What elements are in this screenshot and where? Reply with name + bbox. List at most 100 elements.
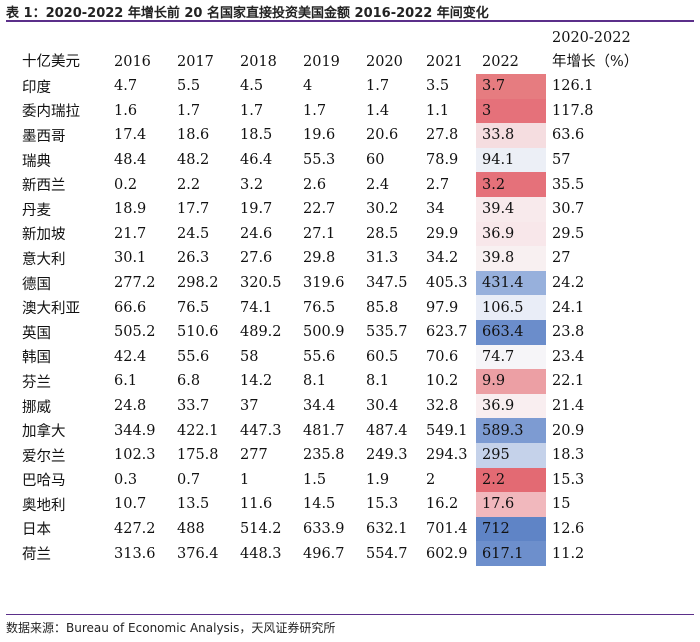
value-cell: 60.5 [366, 348, 399, 365]
value-cell: 55.6 [177, 348, 210, 365]
country-cell: 瑞典 [22, 153, 51, 170]
value-cell: 500.9 [303, 324, 345, 341]
value-2022-cell: 295 [476, 442, 546, 468]
value-cell: 4.5 [240, 78, 264, 95]
growth-cell: 20.9 [552, 422, 585, 439]
value-cell: 1 [240, 471, 250, 488]
value-cell: 13.5 [177, 496, 210, 513]
growth-cell: 12.6 [552, 520, 585, 537]
table-row: 丹麦 18.9 17.7 19.7 22.7 30.2 34 39.4 30.7 [16, 196, 646, 222]
value-cell: 19.7 [240, 201, 273, 218]
value-cell: 22.7 [303, 201, 336, 218]
value-cell: 481.7 [303, 422, 345, 439]
value-cell: 2.4 [366, 176, 390, 193]
value-cell: 1.6 [114, 102, 138, 119]
value-cell: 623.7 [426, 324, 468, 341]
country-cell: 澳大利亚 [22, 301, 80, 318]
country-cell: 新西兰 [22, 178, 66, 195]
year-header: 2016 [114, 54, 151, 70]
value-cell: 632.1 [366, 520, 408, 537]
footer-rule [6, 614, 694, 615]
growth-cell: 63.6 [552, 127, 585, 144]
value-cell: 2.2 [177, 176, 201, 193]
value-2022-cell: 39.4 [476, 196, 546, 222]
value-cell: 235.8 [303, 447, 345, 464]
value-cell: 422.1 [177, 422, 219, 439]
value-cell: 42.4 [114, 348, 147, 365]
country-cell: 奥地利 [22, 497, 66, 514]
value-cell: 30.2 [366, 201, 399, 218]
country-cell: 新加坡 [22, 227, 66, 244]
value-cell: 14.2 [240, 373, 273, 390]
country-cell: 印度 [22, 79, 51, 96]
value-cell: 34 [426, 201, 445, 218]
value-cell: 17.7 [177, 201, 210, 218]
value-cell: 0.7 [177, 471, 201, 488]
country-cell: 巴哈马 [22, 473, 66, 490]
value-cell: 294.3 [426, 447, 468, 464]
value-cell: 488 [177, 520, 205, 537]
value-2022-cell: 431.4 [476, 270, 546, 296]
growth-cell: 23.8 [552, 324, 585, 341]
value-cell: 26.3 [177, 250, 210, 267]
value-cell: 27.1 [303, 225, 336, 242]
value-2022-cell: 36.9 [476, 393, 546, 419]
value-cell: 15.3 [366, 496, 399, 513]
value-cell: 30.1 [114, 250, 147, 267]
value-cell: 6.1 [114, 373, 138, 390]
table-body: 印度 4.7 5.5 4.5 4 1.7 3.5 3.7 126.1 委内瑞拉 1.6 1.7 1.7 1… [16, 74, 646, 566]
value-cell: 549.1 [426, 422, 468, 439]
value-cell: 5.5 [177, 78, 201, 95]
table-row: 委内瑞拉 1.6 1.7 1.7 1.7 1.4 1.1 3 117.8 [16, 98, 646, 124]
header-row: 十亿美元 2016 2017 2018 2019 2020 2021 2022 … [16, 24, 646, 74]
value-cell: 20.6 [366, 127, 399, 144]
value-2022-cell: 17.6 [476, 492, 546, 517]
country-cell: 丹麦 [22, 202, 51, 219]
country-cell: 芬兰 [22, 374, 51, 391]
value-cell: 0.2 [114, 176, 138, 193]
value-2022-cell: 74.7 [476, 344, 546, 370]
growth-cell: 30.7 [552, 201, 585, 218]
value-cell: 8.1 [303, 373, 327, 390]
source-note: 数据来源：Bureau of Economic Analysis，天风证券研究所 [6, 621, 336, 635]
year-header: 2018 [240, 54, 277, 70]
value-2022-cell: 33.8 [476, 123, 546, 148]
value-cell: 21.7 [114, 225, 147, 242]
value-2022-cell: 3.2 [476, 172, 546, 197]
growth-cell: 21.4 [552, 398, 585, 415]
value-cell: 1.7 [303, 102, 327, 119]
value-cell: 602.9 [426, 545, 468, 562]
table-row: 巴哈马 0.3 0.7 1 1.5 1.9 2 2.2 15.3 [16, 467, 646, 493]
value-cell: 78.9 [426, 152, 459, 169]
value-cell: 24.5 [177, 225, 210, 242]
value-2022-cell: 39.8 [476, 246, 546, 271]
value-cell: 31.3 [366, 250, 399, 267]
country-cell: 爱尔兰 [22, 448, 66, 465]
value-cell: 175.8 [177, 447, 219, 464]
value-cell: 701.4 [426, 520, 468, 537]
table-row: 新加坡 21.7 24.5 24.6 27.1 28.5 29.9 36.9 29.5 [16, 221, 646, 247]
value-2022-cell: 9.9 [476, 369, 546, 394]
value-cell: 17.4 [114, 127, 147, 144]
value-cell: 74.1 [240, 299, 273, 316]
value-cell: 1.4 [366, 102, 390, 119]
value-cell: 10.7 [114, 496, 147, 513]
value-cell: 14.5 [303, 496, 336, 513]
value-cell: 29.9 [426, 225, 459, 242]
growth-cell: 18.3 [552, 447, 585, 464]
value-cell: 496.7 [303, 545, 345, 562]
value-2022-cell: 36.9 [476, 221, 546, 247]
value-cell: 27.8 [426, 127, 459, 144]
value-cell: 505.2 [114, 324, 156, 341]
value-cell: 2.6 [303, 176, 327, 193]
value-cell: 3.2 [240, 176, 264, 193]
value-cell: 58 [240, 348, 259, 365]
value-cell: 427.2 [114, 520, 156, 537]
value-cell: 10.2 [426, 373, 459, 390]
country-cell: 加拿大 [22, 424, 66, 441]
year-header: 2017 [177, 54, 214, 70]
growth-cell: 22.1 [552, 373, 585, 390]
country-cell: 韩国 [22, 350, 51, 367]
growth-cell: 35.5 [552, 176, 585, 193]
value-cell: 66.6 [114, 299, 147, 316]
